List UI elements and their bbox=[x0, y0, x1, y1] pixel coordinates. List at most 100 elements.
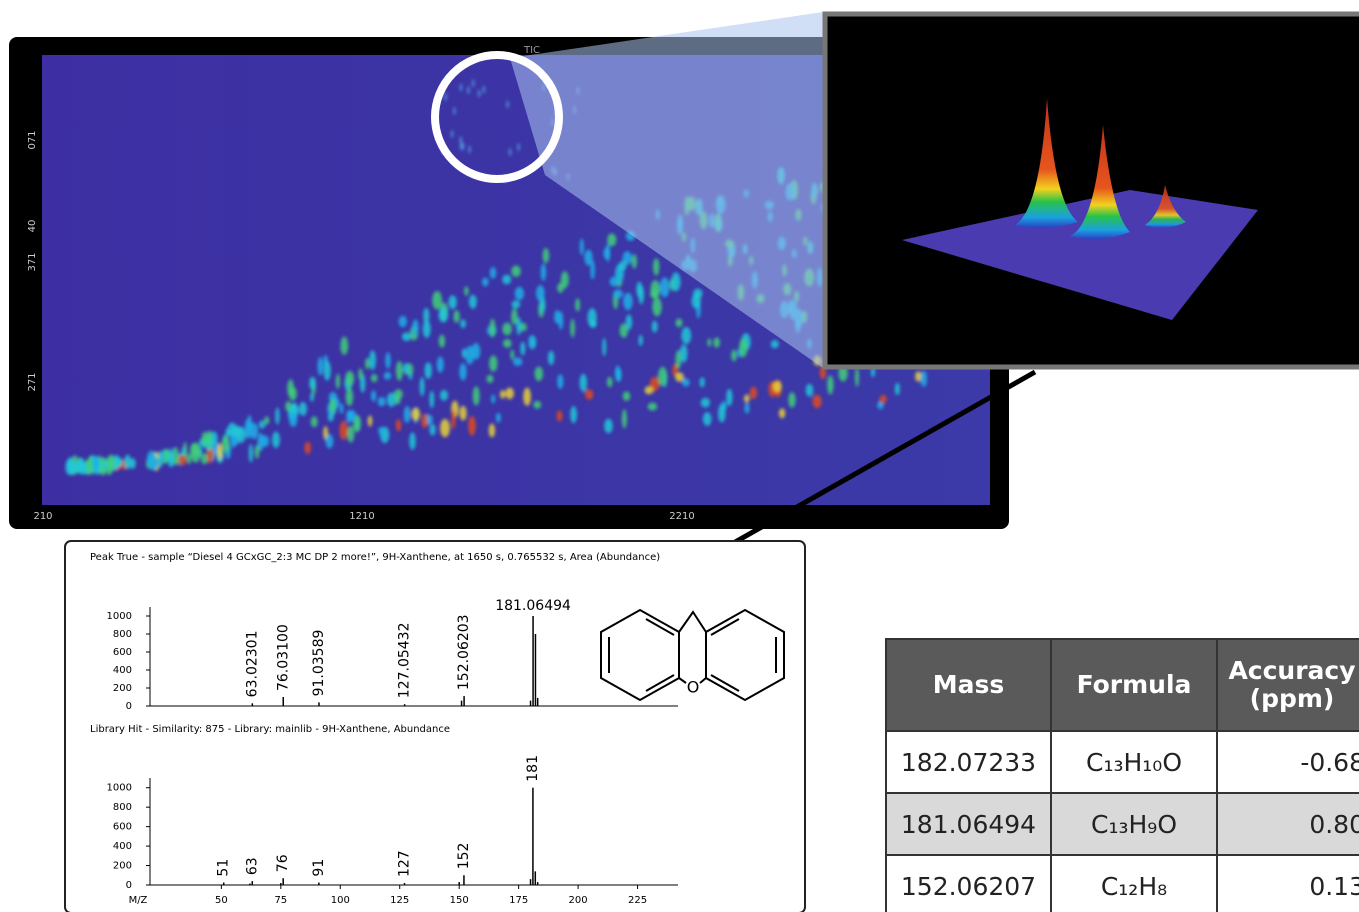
spot bbox=[403, 362, 410, 375]
spot bbox=[558, 311, 564, 330]
spot bbox=[422, 320, 431, 338]
cell: 181.06494 bbox=[885, 792, 1052, 856]
spot bbox=[370, 374, 378, 383]
spot bbox=[618, 260, 627, 271]
x-tick-label: 210 bbox=[33, 511, 52, 522]
spot bbox=[367, 415, 373, 427]
table-row: 181.06494 C₁₃H₉O 0.80 bbox=[885, 792, 1359, 856]
peak-label: 76.03100 bbox=[275, 624, 291, 691]
spot bbox=[499, 390, 506, 399]
spot bbox=[699, 377, 705, 388]
spot bbox=[505, 387, 514, 400]
contour-ticks: 210 1210 2210 071 40 371 271 bbox=[27, 130, 695, 522]
spot bbox=[460, 319, 466, 329]
header-cell: Mass bbox=[885, 638, 1052, 732]
x-tick-label: 125 bbox=[390, 895, 409, 906]
spot bbox=[190, 442, 200, 457]
spot bbox=[345, 387, 354, 407]
spot bbox=[150, 456, 159, 470]
inset-peak bbox=[1145, 185, 1186, 228]
spot bbox=[502, 322, 512, 336]
peak-label: 76 bbox=[275, 854, 291, 872]
spot bbox=[472, 79, 475, 88]
spot bbox=[587, 308, 597, 328]
spot bbox=[920, 370, 927, 387]
spot bbox=[508, 148, 512, 157]
spot bbox=[613, 289, 623, 299]
spot bbox=[718, 404, 726, 423]
spot bbox=[658, 366, 668, 387]
spot bbox=[257, 433, 264, 452]
spot bbox=[489, 318, 496, 338]
spot bbox=[451, 410, 456, 430]
spot bbox=[609, 276, 619, 287]
spot bbox=[65, 458, 75, 476]
spot bbox=[310, 392, 315, 402]
spot bbox=[675, 372, 684, 382]
spot bbox=[622, 391, 631, 402]
y-tick-label: 40 bbox=[27, 220, 38, 233]
spot bbox=[236, 426, 246, 443]
spot bbox=[448, 295, 457, 310]
inset-3d bbox=[822, 11, 1359, 370]
spot bbox=[605, 243, 611, 262]
spot bbox=[510, 349, 515, 360]
spot bbox=[124, 454, 131, 470]
spot bbox=[495, 412, 501, 423]
x-axis-label: M/Z bbox=[129, 895, 148, 906]
spot bbox=[395, 419, 402, 432]
y-tick-label: 400 bbox=[113, 841, 132, 852]
spot bbox=[439, 389, 449, 401]
spot bbox=[172, 447, 179, 466]
spot bbox=[778, 408, 786, 419]
spot bbox=[386, 392, 397, 407]
spot bbox=[682, 378, 690, 387]
x-tick-label: 200 bbox=[569, 895, 588, 906]
spot bbox=[615, 365, 621, 381]
xanthene-structure bbox=[600, 608, 785, 702]
spot bbox=[647, 402, 658, 411]
spot bbox=[675, 318, 683, 328]
spot bbox=[679, 344, 688, 363]
spot bbox=[272, 431, 280, 449]
spot bbox=[650, 289, 659, 299]
spot bbox=[453, 310, 460, 323]
y-tick-label: 071 bbox=[27, 130, 38, 149]
spot bbox=[812, 394, 822, 409]
spot bbox=[345, 370, 355, 387]
table-row: 152.06207 C₁₂H₈ 0.13 bbox=[885, 854, 1359, 912]
cell: C₁₃H₁₀O bbox=[1050, 730, 1218, 794]
formula-table: Mass Formula Accuracy (ppm) 182.07233 C₁… bbox=[885, 638, 1359, 912]
spot bbox=[287, 379, 294, 398]
spot bbox=[772, 380, 782, 393]
spectrum-panel bbox=[64, 540, 806, 912]
spot bbox=[304, 441, 312, 455]
spot bbox=[731, 349, 737, 362]
zoom-wedge bbox=[510, 12, 823, 368]
spot bbox=[440, 418, 450, 438]
spot bbox=[289, 411, 298, 427]
y-tick-label: 800 bbox=[113, 629, 132, 640]
cell: 152.06207 bbox=[885, 854, 1052, 912]
spot bbox=[579, 238, 584, 256]
spot bbox=[327, 412, 334, 422]
spot bbox=[401, 332, 412, 342]
spot bbox=[625, 314, 633, 330]
spot bbox=[472, 386, 480, 406]
spot bbox=[459, 136, 463, 145]
spot bbox=[636, 281, 643, 298]
peak-label: 127 bbox=[396, 850, 412, 877]
header-cell: Accuracy (ppm) bbox=[1216, 638, 1359, 732]
spot bbox=[877, 401, 884, 410]
spot bbox=[378, 426, 384, 436]
spot bbox=[477, 89, 481, 98]
y-tick-label: 400 bbox=[113, 665, 132, 676]
y-tick-label: 800 bbox=[113, 802, 132, 813]
spot bbox=[638, 334, 643, 347]
spot bbox=[421, 413, 428, 429]
spot bbox=[395, 361, 403, 381]
spot bbox=[726, 388, 733, 406]
spot bbox=[347, 410, 357, 422]
spot bbox=[619, 323, 628, 338]
spot bbox=[739, 338, 748, 358]
